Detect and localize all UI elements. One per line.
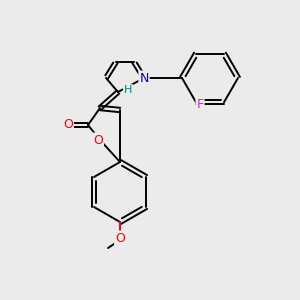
Text: H: H bbox=[124, 85, 132, 95]
Text: O: O bbox=[115, 232, 125, 244]
Text: O: O bbox=[63, 118, 73, 131]
Text: N: N bbox=[139, 71, 149, 85]
Text: O: O bbox=[93, 134, 103, 146]
Text: F: F bbox=[196, 98, 204, 111]
